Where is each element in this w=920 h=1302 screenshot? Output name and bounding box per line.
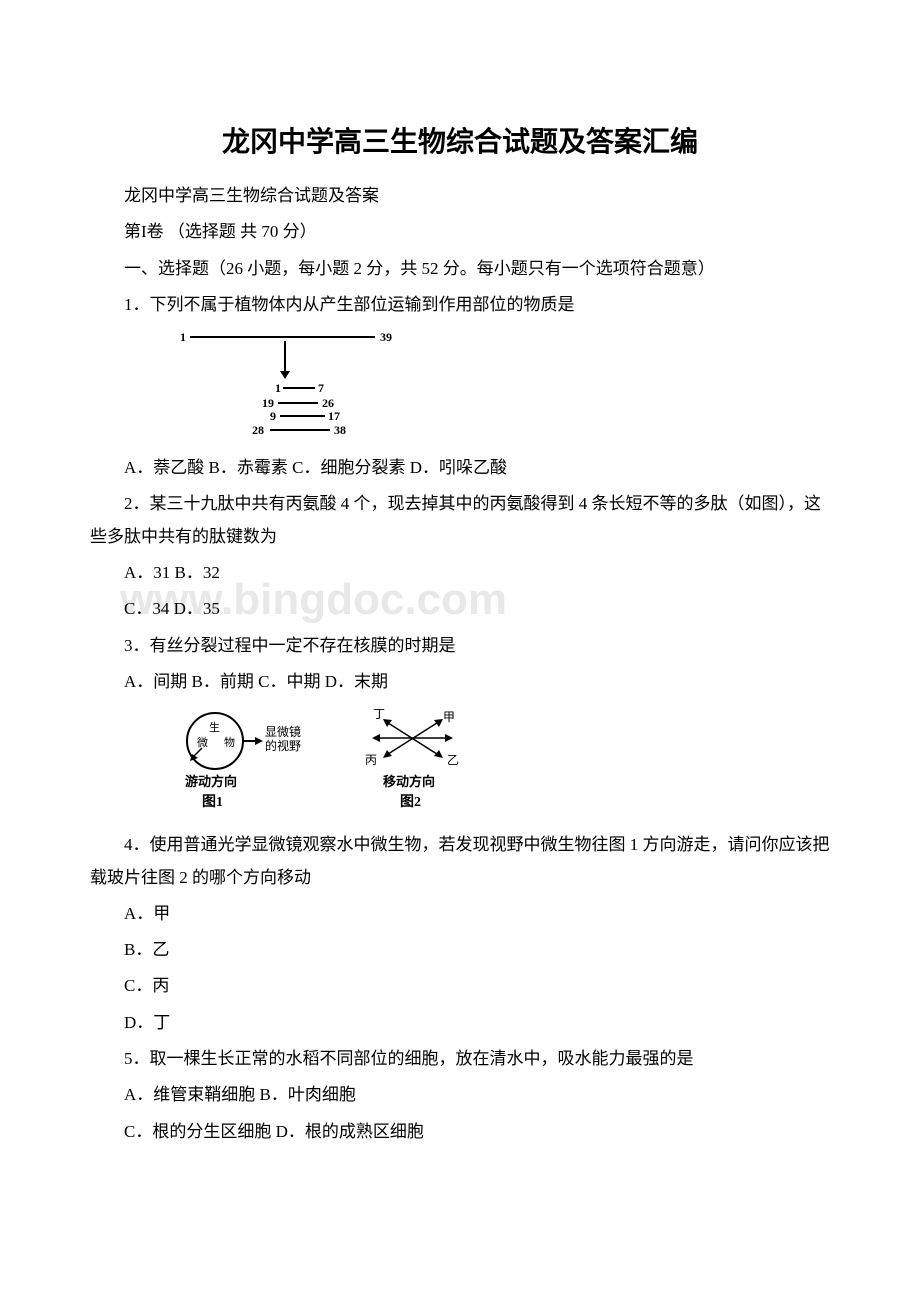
question-5-options-2: C．根的分生区细胞 D．根的成熟区细胞: [90, 1116, 830, 1148]
diagram-label: 7: [318, 381, 324, 395]
diagram-label: 游动方向: [185, 774, 237, 789]
question-2-options-1: A．31 B．32: [90, 557, 830, 589]
section-instructions: 一、选择题（26 小题，每小题 2 分，共 52 分。每小题只有一个选项符合题意…: [90, 253, 830, 285]
question-2-options-2: C．34 D．35: [90, 593, 830, 625]
diagram-label: 显微镜: [265, 724, 301, 739]
diagram-label: 1: [275, 381, 281, 395]
microscope-diagram-svg: 生 微 物 显微镜 的视野 游动方向 图1 丁 甲 丙 乙: [180, 706, 480, 816]
diagram-label: 移动方向: [383, 774, 435, 789]
question-3-diagram: 生 微 物 显微镜 的视野 游动方向 图1 丁 甲 丙 乙: [180, 706, 830, 821]
diagram-label: 26: [322, 396, 334, 410]
diagram-label: 39: [380, 330, 392, 344]
question-3-text: 3．有丝分裂过程中一定不存在核膜的时期是: [90, 630, 830, 662]
question-1-text: 1．下列不属于植物体内从产生部位运输到作用部位的物质是: [90, 289, 830, 321]
diagram-label: 19: [262, 396, 274, 410]
question-2-text: 2．某三十九肽中共有丙氨酸 4 个，现去掉其中的丙氨酸得到 4 条长短不等的多肽…: [90, 488, 830, 553]
question-1-options: A．萘乙酸 B．赤霉素 C．细胞分裂素 D．吲哚乙酸: [90, 452, 830, 484]
diagram-label: 17: [328, 409, 340, 423]
section-header: 第I卷 （选择题 共 70 分）: [90, 216, 830, 248]
diagram-label: 甲: [443, 710, 455, 724]
diagram-label: 生: [209, 720, 220, 734]
diagram-label: 图1: [202, 794, 223, 810]
diagram-label: 38: [334, 423, 346, 437]
page-title: 龙冈中学高三生物综合试题及答案汇编: [90, 120, 830, 160]
question-5-options-1: A．维管束鞘细胞 B．叶肉细胞: [90, 1079, 830, 1111]
question-4-option-a: A．甲: [90, 898, 830, 930]
question-5-text: 5．取一棵生长正常的水稻不同部位的细胞，放在清水中，吸水能力最强的是: [90, 1043, 830, 1075]
diagram-label: 9: [270, 409, 276, 423]
peptide-diagram-svg: 1 39 1 7 19 26 9 17 28 38: [180, 329, 410, 439]
question-1-diagram: 1 39 1 7 19 26 9 17 28 38: [180, 329, 830, 444]
question-4-option-d: D．丁: [90, 1007, 830, 1039]
question-4-text: 4．使用普通光学显微镜观察水中微生物，若发现视野中微生物往图 1 方向游走，请问…: [90, 829, 830, 894]
question-4-option-c: C．丙: [90, 970, 830, 1002]
diagram-label: 的视野: [265, 738, 301, 753]
diagram-label: 物: [224, 735, 235, 749]
subtitle-text: 龙冈中学高三生物综合试题及答案: [90, 180, 830, 212]
question-3-options: A．间期 B．前期 C．中期 D．末期: [90, 666, 830, 698]
diagram-label: 微: [197, 735, 208, 749]
diagram-label: 1: [180, 330, 186, 344]
diagram-label: 图2: [400, 794, 421, 810]
diagram-label: 乙: [447, 753, 459, 767]
diagram-label: 丁: [373, 707, 385, 721]
diagram-label: 丙: [365, 753, 377, 767]
question-4-option-b: B．乙: [90, 934, 830, 966]
diagram-label: 28: [252, 423, 264, 437]
